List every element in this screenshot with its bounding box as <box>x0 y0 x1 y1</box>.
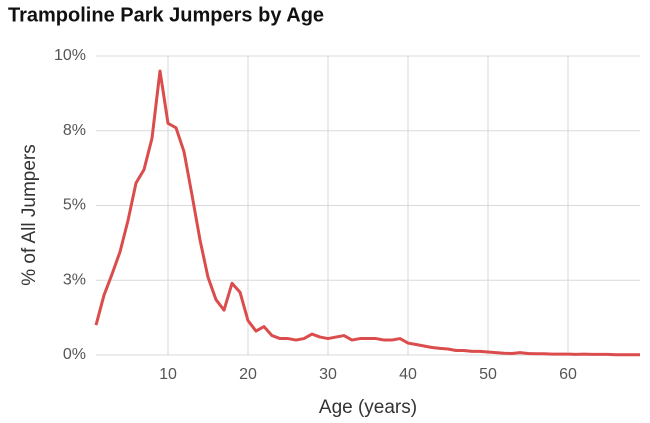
y-axis-label: % of All Jumpers <box>19 144 40 286</box>
y-tick-label: 0% <box>63 346 86 363</box>
x-axis-label: Age (years) <box>319 397 417 418</box>
data-line <box>94 69 640 357</box>
y-tick-label: 5% <box>63 197 86 214</box>
y-tick-label: 3% <box>63 271 86 288</box>
chart-title: Trampoline Park Jumpers by Age <box>8 4 324 26</box>
x-tick-label: 20 <box>239 366 257 383</box>
y-tick-label: 8% <box>63 122 86 139</box>
y-tick-label: 10% <box>54 47 86 64</box>
x-tick-label: 50 <box>479 366 497 383</box>
x-tick-label: 60 <box>559 366 577 383</box>
x-tick-label: 30 <box>319 366 337 383</box>
x-tick-label: 40 <box>399 366 417 383</box>
x-tick-label: 10 <box>159 366 177 383</box>
